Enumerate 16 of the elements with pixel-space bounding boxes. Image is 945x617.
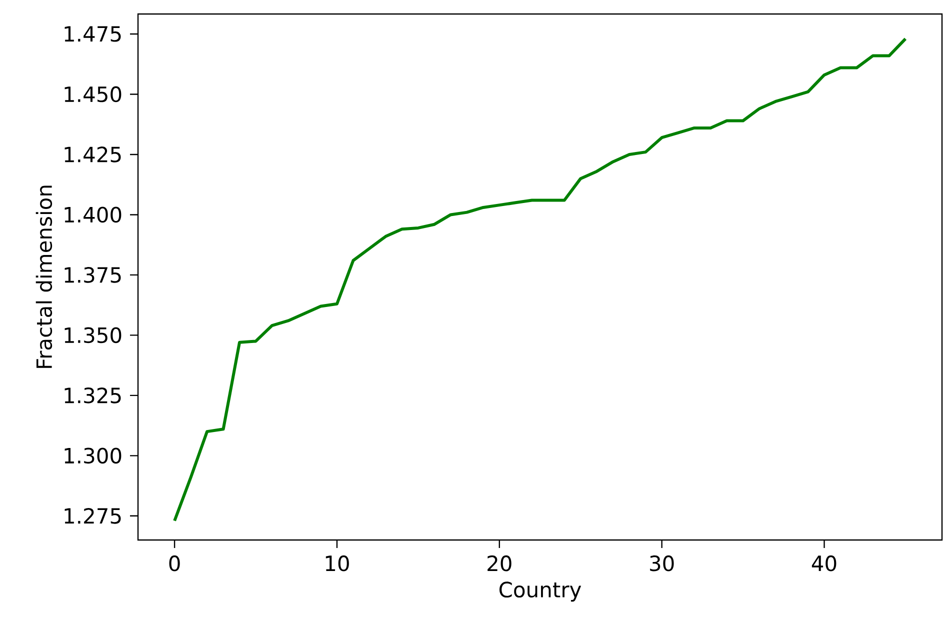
x-tick-label: 0 <box>169 555 180 572</box>
y-tick-label: 1.400 <box>64 206 122 223</box>
y-tick-label: 1.350 <box>64 327 122 344</box>
y-tick-label: 1.325 <box>64 387 121 404</box>
x-tick-label: 20 <box>488 555 512 572</box>
x-axis-title: Country <box>499 582 582 602</box>
y-tick-label: 1.375 <box>64 267 121 283</box>
y-tick-label: 1.275 <box>64 508 121 524</box>
y-tick-label: 1.300 <box>64 448 122 464</box>
y-tick-label: 1.425 <box>64 146 121 162</box>
x-tick-label: 10 <box>326 555 349 572</box>
y-tick-label: 1.475 <box>64 26 121 42</box>
y-axis-title: Fractal dimension <box>36 186 52 368</box>
y-tick-label: 1.450 <box>64 86 122 102</box>
x-tick-label: 30 <box>650 555 674 572</box>
x-tick-label: 40 <box>812 555 836 572</box>
